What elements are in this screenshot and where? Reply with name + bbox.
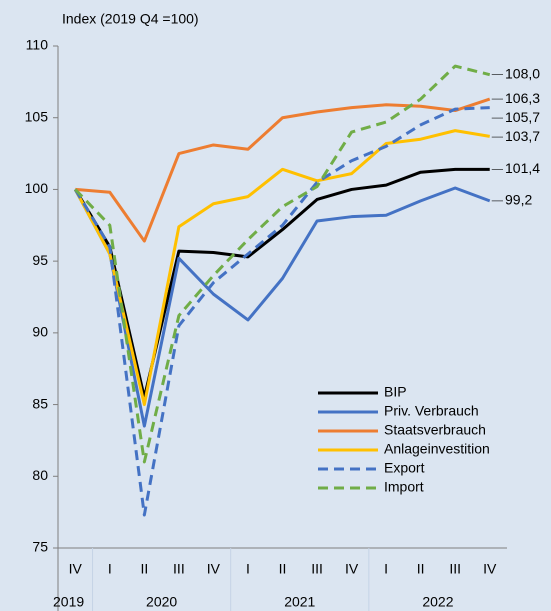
x-tick-label: II — [417, 561, 425, 577]
legend-label: Export — [384, 460, 425, 476]
value-label: 108,0 — [505, 65, 540, 81]
legend-label: Priv. Verbrauch — [384, 403, 479, 419]
y-tick-label: 85 — [32, 395, 48, 411]
x-tick-label: IV — [207, 561, 221, 577]
value-label: 106,3 — [505, 90, 540, 106]
x-group-label: 2019 — [53, 594, 84, 610]
series-line — [73, 167, 490, 399]
legend-label: Import — [384, 479, 424, 495]
x-tick-label: IV — [69, 561, 83, 577]
x-tick-label: II — [279, 561, 287, 577]
x-group-label: 2022 — [422, 594, 453, 610]
y-tick-label: 80 — [32, 467, 48, 483]
series-line — [74, 64, 491, 464]
x-tick-label: I — [246, 561, 250, 577]
series-line — [75, 97, 491, 243]
y-tick-label: 75 — [32, 539, 48, 555]
y-tick-label: 110 — [26, 37, 49, 53]
y-tick-label: 95 — [32, 252, 48, 268]
x-tick-label: IV — [345, 561, 359, 577]
legend-label: Staatsverbrauch — [384, 422, 486, 438]
value-label: 101,4 — [505, 160, 540, 176]
x-tick-label: I — [108, 561, 112, 577]
series-line — [73, 106, 490, 517]
x-tick-label: III — [173, 561, 185, 577]
x-group-label: 2020 — [146, 594, 177, 610]
series-line — [73, 129, 490, 407]
x-tick-label: III — [311, 561, 323, 577]
y-tick-label: 105 — [25, 108, 49, 124]
x-group-label: 2021 — [284, 594, 315, 610]
value-label: 105,7 — [505, 109, 540, 125]
chart-title: Index (2019 Q4 =100) — [62, 11, 199, 27]
value-label: 99,2 — [505, 192, 532, 208]
value-label: 103,7 — [505, 128, 540, 144]
x-tick-label: II — [140, 561, 148, 577]
legend-label: Anlageinvestition — [384, 441, 490, 457]
x-tick-label: IV — [483, 561, 497, 577]
legend-label: BIP — [384, 384, 407, 400]
x-tick-label: III — [449, 561, 461, 577]
x-tick-label: I — [384, 561, 388, 577]
y-tick-label: 100 — [25, 180, 49, 196]
series-line — [73, 186, 491, 428]
y-tick-label: 90 — [32, 324, 48, 340]
